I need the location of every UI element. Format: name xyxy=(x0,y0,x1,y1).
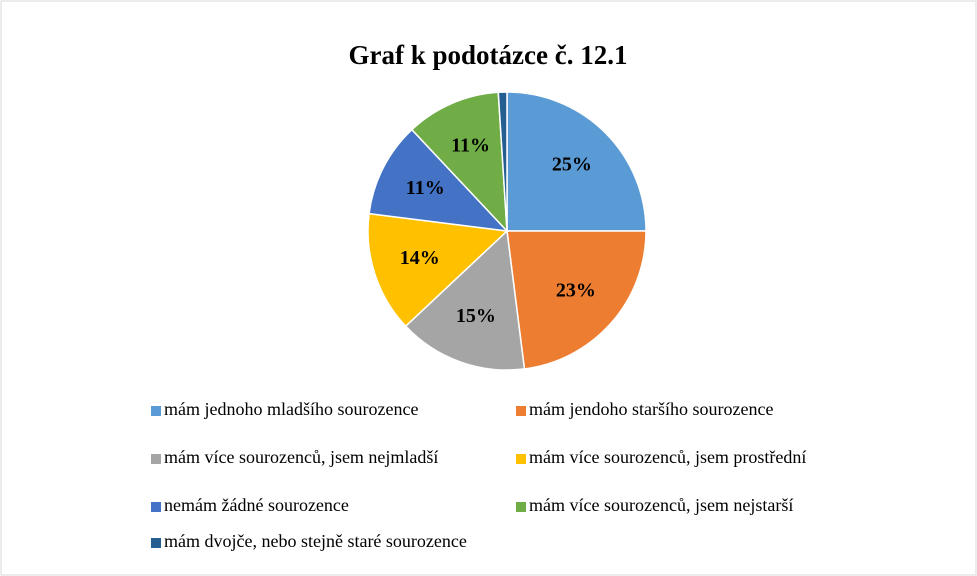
legend-swatch xyxy=(516,406,526,416)
data-label: 11% xyxy=(451,134,490,156)
data-label: 14% xyxy=(400,247,440,269)
data-label: 15% xyxy=(456,305,496,327)
legend-label: nemám žádné sourozence xyxy=(164,495,349,515)
chart-title: Graf k podotázce č. 12.1 xyxy=(349,40,628,70)
legend-swatch xyxy=(151,502,161,512)
legend-label: mám jednoho mladšího sourozence xyxy=(164,399,418,419)
pie-slice xyxy=(506,91,647,232)
data-label: 25% xyxy=(552,154,592,176)
legend-label: mám jendoho staršího sourozence xyxy=(529,399,773,419)
legend-label: mám dvojče, nebo stejně staré sourozence xyxy=(164,531,467,551)
pie-slice xyxy=(410,91,508,234)
legend-label: mám více sourozenců, jsem nejmladší xyxy=(164,447,438,467)
pie-slice xyxy=(368,128,509,233)
legend-swatch xyxy=(516,454,526,464)
legend-swatch xyxy=(516,502,526,512)
legend-swatch xyxy=(151,406,161,416)
legend-label: mám více sourozenců, jsem nejstarší xyxy=(529,495,793,515)
legend-swatch xyxy=(151,454,161,464)
legend-swatch xyxy=(151,538,161,548)
legend-label: mám více sourozenců, jsem prostřední xyxy=(529,447,806,467)
data-label: 23% xyxy=(556,279,596,301)
pie-slice xyxy=(367,212,509,328)
pie-slice xyxy=(497,91,508,232)
pie-slice xyxy=(506,230,647,370)
data-label: 11% xyxy=(406,177,445,199)
pie-slice xyxy=(404,229,526,371)
